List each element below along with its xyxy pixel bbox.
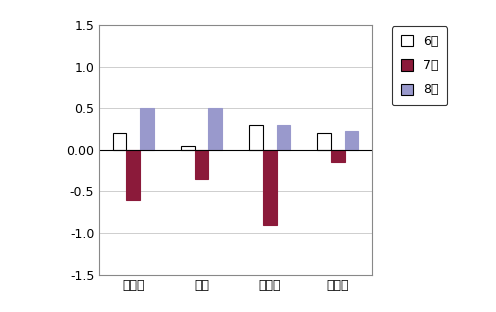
Bar — [113, 133, 126, 150]
Bar — [194, 150, 208, 179]
Bar — [181, 146, 194, 150]
Bar — [126, 150, 140, 200]
Bar — [249, 125, 263, 150]
Bar — [208, 108, 222, 150]
Bar — [317, 133, 331, 150]
Bar — [140, 108, 154, 150]
Legend: 6月, 7月, 8月: 6月, 7月, 8月 — [392, 26, 447, 105]
Bar — [277, 125, 290, 150]
Bar — [331, 150, 345, 162]
Bar — [263, 150, 277, 225]
Bar — [345, 131, 358, 150]
